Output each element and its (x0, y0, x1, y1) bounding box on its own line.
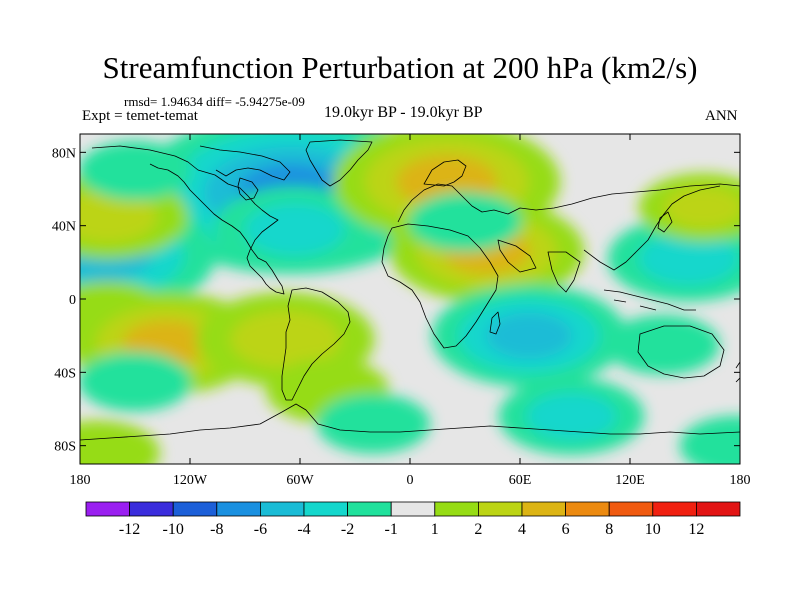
north-america-coast (91, 145, 285, 295)
colorbar-label: 8 (605, 521, 613, 538)
south-america-coast (281, 287, 351, 401)
stats-label: rmsd= 1.94634 diff= -5.94275e-09 (124, 94, 305, 109)
colorbar-label: 12 (688, 521, 704, 538)
y-tick-label: 40S (54, 366, 76, 381)
colorbar-swatch (85, 501, 130, 517)
colorbar-label: -8 (210, 521, 223, 538)
colorbar-label: -6 (254, 521, 267, 538)
india-coast (547, 251, 581, 293)
colorbar-swatch (259, 501, 305, 517)
coastlines (80, 139, 740, 441)
x-tick-label: 0 (407, 473, 414, 488)
colorbar-label: 4 (518, 521, 526, 538)
colorbar-label: -2 (341, 521, 354, 538)
east-asia-coast (583, 185, 721, 271)
colorbar-swatch (434, 501, 479, 517)
australia-coast (637, 325, 725, 379)
colorbar: -12 -10 -8 -6 -4 -2 -1 1 2 4 6 8 10 12 (85, 501, 741, 538)
colorbar-swatch (216, 501, 261, 517)
anomaly-contour (408, 192, 522, 252)
figure-title: Streamfunction Perturbation at 200 hPa (… (102, 50, 698, 85)
colorbar-label: 10 (645, 521, 661, 538)
colorbar-swatch (565, 501, 610, 517)
axis-labels: 180 120W 60W 0 60E 120E 180 80N 40N 0 40S 80S (52, 146, 751, 488)
colorbar-swatch (303, 501, 348, 517)
greenland-coast (305, 139, 373, 187)
anomaly-field (80, 134, 740, 464)
colorbar-swatch (477, 501, 523, 517)
colorbar-label: -12 (119, 521, 140, 538)
colorbar-swatch (652, 501, 697, 517)
colorbar-label: 6 (562, 521, 570, 538)
period-label: 19.0kyr BP - 19.0kyr BP (324, 104, 483, 121)
indonesia-coast (603, 289, 696, 311)
x-tick-label: 60W (286, 473, 314, 488)
season-label: ANN (705, 108, 738, 124)
africa-coast (381, 223, 499, 349)
scandinavia-coast (423, 159, 467, 187)
arabia-coast (497, 239, 537, 273)
anomaly-contour (230, 310, 341, 369)
antarctica-coast (80, 403, 740, 441)
colorbar-label: -10 (163, 521, 184, 538)
anomaly-contour (526, 392, 617, 441)
europe-coast (397, 183, 740, 223)
colorbar-swatch (696, 501, 741, 517)
anomaly-contour (485, 312, 573, 359)
arctic-islands-coast (199, 145, 291, 181)
anomaly-contour (679, 415, 740, 464)
anomaly-contour (606, 314, 720, 375)
y-tick-label: 80N (52, 146, 76, 161)
y-tick-label: 40N (52, 220, 76, 235)
anomaly-contour (80, 351, 192, 412)
x-tick-label: 180 (70, 473, 91, 488)
hudson-bay-coast (237, 177, 259, 201)
colorbar-label: -4 (297, 521, 310, 538)
x-tick-label: 180 (730, 473, 751, 488)
colorbar-swatch (521, 501, 566, 517)
anomaly-contour (80, 140, 192, 201)
y-tick-label: 80S (54, 440, 76, 455)
colorbar-label: 2 (474, 521, 482, 538)
anomaly-contour (638, 232, 739, 285)
colorbar-swatch (172, 501, 218, 517)
y-tick-label: 0 (69, 293, 76, 308)
madagascar-coast (489, 311, 501, 335)
x-tick-label: 120E (615, 473, 645, 488)
colorbar-swatch (608, 501, 654, 517)
tick-marks (79, 134, 741, 464)
japan-coast (657, 211, 673, 233)
anomaly-contour (80, 190, 158, 243)
anomaly-contour (80, 420, 160, 464)
anomaly-contour (316, 393, 431, 454)
x-tick-label: 120W (173, 473, 208, 488)
colorbar-swatch (390, 501, 436, 517)
colorbar-swatch (129, 501, 174, 517)
colorbar-swatch (347, 501, 392, 517)
anomaly-contour (663, 186, 740, 229)
new-zealand-coast (735, 361, 740, 383)
x-tick-label: 60E (509, 473, 532, 488)
anomaly-contour (244, 203, 345, 256)
colorbar-label: -1 (385, 521, 398, 538)
experiment-label: Expt = temet-temat (82, 108, 198, 124)
colorbar-label: 1 (431, 521, 439, 538)
